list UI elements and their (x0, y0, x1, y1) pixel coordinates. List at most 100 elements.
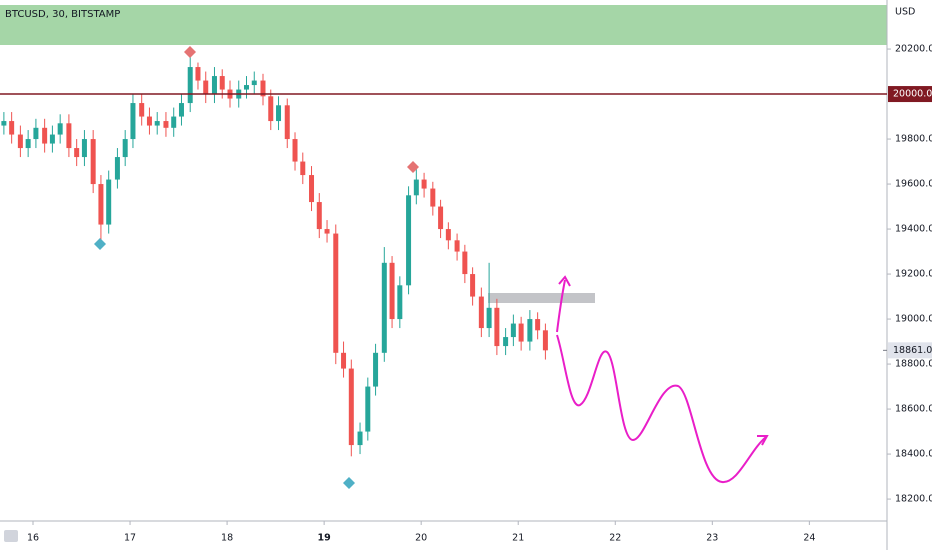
candle-body (381, 262, 387, 353)
candle-body (486, 307, 492, 329)
candle-body (98, 184, 104, 225)
candle-body (243, 85, 249, 90)
candle-body (163, 121, 169, 128)
last-price-label: 18861.00 (893, 345, 932, 356)
candle-body (365, 386, 371, 432)
last-price-box (888, 342, 932, 359)
resistance-box (488, 293, 595, 303)
candle-body (503, 337, 509, 347)
candle-body (438, 206, 444, 230)
candle-body (195, 67, 201, 81)
candle-body (292, 139, 298, 162)
arrow-head (558, 275, 571, 287)
high-marker (184, 46, 196, 58)
candle-body (518, 323, 524, 342)
candle-body (373, 352, 379, 387)
y-tick-label: 18600.00 (895, 404, 932, 415)
candle-body (316, 202, 322, 230)
candle-body (211, 76, 217, 95)
candle-body (357, 431, 363, 446)
candle-body (494, 307, 500, 347)
x-tick-label: 19 (318, 533, 331, 544)
candle-body (154, 121, 160, 126)
candle-body (106, 179, 112, 225)
candle-body (122, 139, 128, 158)
y-tick-label: 20200.00 (895, 44, 932, 55)
candle-body (542, 330, 548, 351)
level-label: 20000.00 (893, 89, 932, 100)
candle-body (268, 96, 274, 122)
candle-body (462, 251, 468, 275)
y-tick-label: 19600.00 (895, 179, 932, 190)
candle-body (430, 188, 436, 207)
candle-body (178, 103, 184, 117)
candle-body (300, 161, 306, 176)
x-tick-label: 20 (415, 533, 427, 544)
candle-body (276, 105, 282, 122)
logo-mark (4, 530, 18, 542)
high-marker (407, 161, 419, 173)
candle-body (171, 116, 177, 128)
x-tick-label: 17 (124, 533, 136, 544)
candle-body (284, 105, 290, 140)
candle-body (139, 103, 145, 117)
chart-title: BTCUSD, 30, BITSTAMP (5, 9, 120, 20)
candle-body (421, 179, 427, 189)
candle-body (510, 323, 516, 338)
candle-body (17, 134, 23, 149)
x-tick-label: 16 (27, 533, 39, 544)
supply-zone (0, 5, 887, 45)
arrow-head (757, 435, 769, 446)
y-tick-label: 18800.00 (895, 359, 932, 370)
y-tick-label: 18200.00 (895, 494, 932, 505)
candle-body (74, 148, 80, 158)
candle-body (309, 175, 315, 203)
candle-body (9, 121, 15, 135)
candle-body (57, 123, 63, 135)
candle-body (42, 127, 48, 144)
low-marker (343, 477, 355, 489)
candle-body (445, 229, 451, 241)
candle-body (454, 240, 460, 252)
candle-body (535, 319, 541, 331)
projection-arrow (556, 279, 566, 333)
y-tick-label: 19000.00 (895, 314, 932, 325)
candle-body (324, 229, 330, 234)
candle-body (25, 139, 31, 149)
candle-body (187, 67, 193, 104)
candle-body (397, 285, 403, 320)
candle-body (49, 134, 55, 144)
level-label-box (888, 86, 932, 103)
candle-body (470, 274, 476, 297)
candle-body (130, 103, 136, 140)
candle-body (1, 121, 7, 126)
low-marker (94, 238, 106, 250)
currency-label: USD (895, 7, 915, 18)
candle-body (203, 80, 209, 95)
candle-body (260, 80, 266, 97)
x-tick-label: 24 (803, 533, 815, 544)
y-tick-label: 19800.00 (895, 134, 932, 145)
candle-body (90, 139, 96, 185)
candle-body (341, 352, 347, 369)
y-tick-label: 18400.00 (895, 449, 932, 460)
y-tick-label: 19400.00 (895, 224, 932, 235)
candle-body (413, 179, 419, 196)
candle-body (348, 368, 354, 446)
candle-body (478, 296, 484, 329)
x-tick-label: 18 (221, 533, 233, 544)
candle-body (527, 319, 533, 342)
x-tick-label: 22 (609, 533, 621, 544)
candle-body (33, 127, 39, 140)
logo (4, 530, 18, 542)
candle-body (333, 233, 339, 353)
x-tick-label: 21 (512, 533, 524, 544)
candle-body (66, 123, 72, 149)
projection-wave (556, 334, 767, 483)
candle-body (114, 157, 120, 180)
candle-body (146, 116, 152, 126)
candle-body (219, 76, 225, 90)
candle-body (81, 139, 87, 158)
